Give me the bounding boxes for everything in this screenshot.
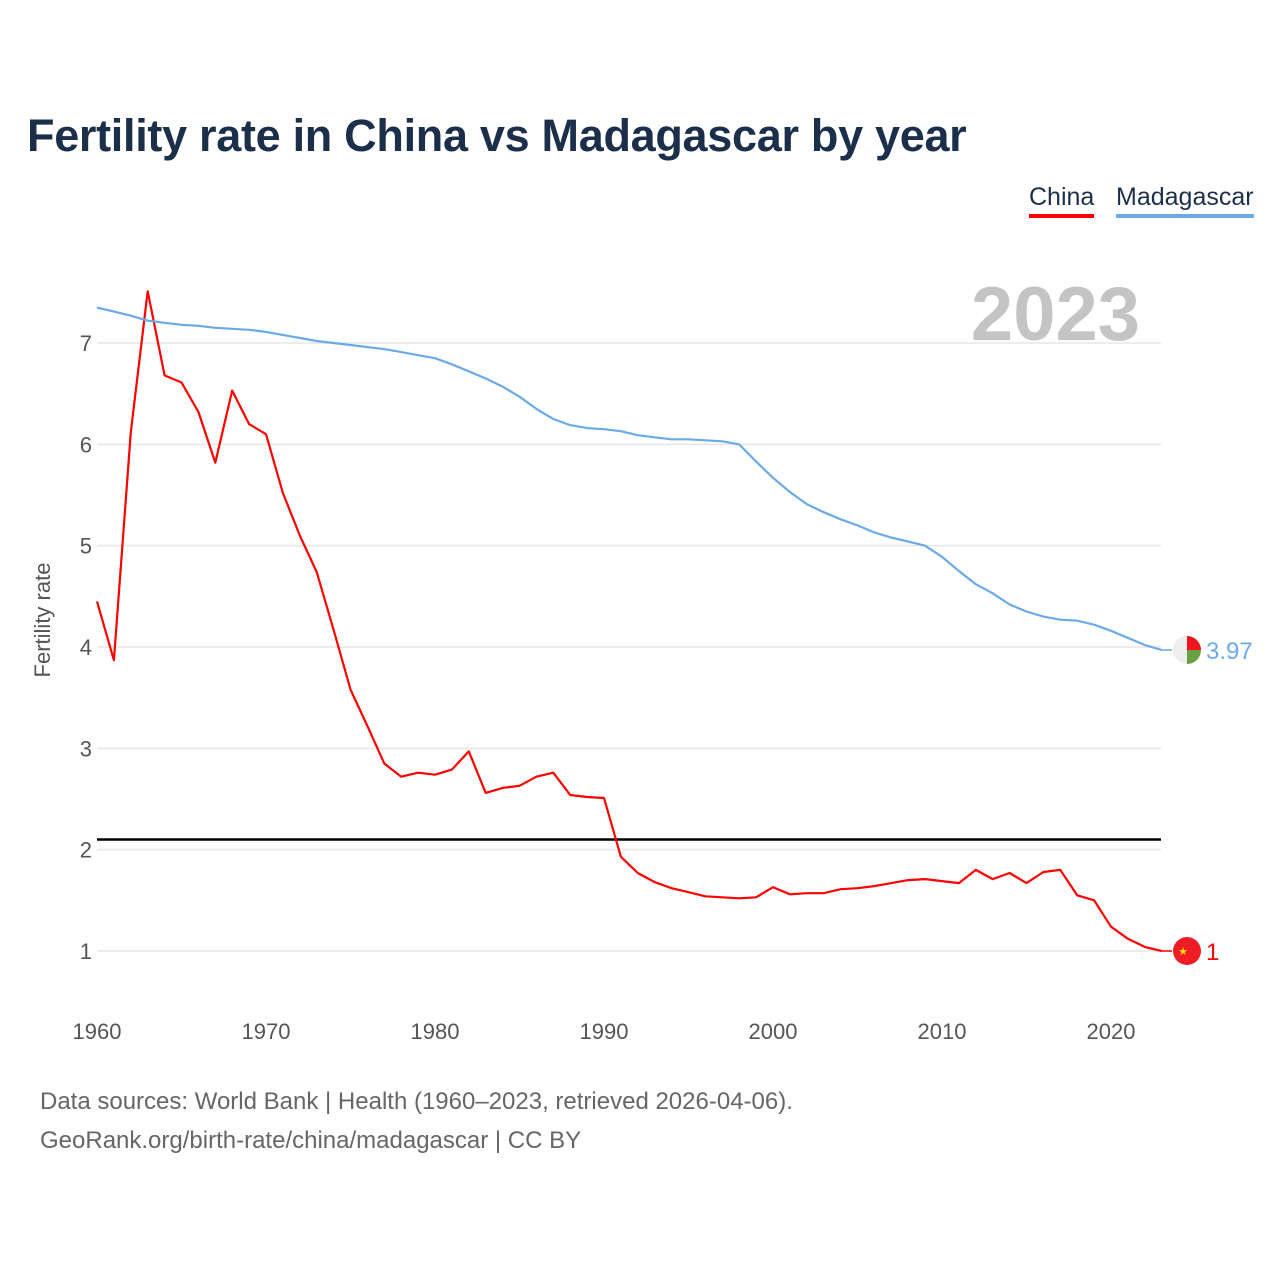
- china-flag-icon: [1173, 937, 1201, 965]
- year-watermark: 2023: [971, 272, 1140, 357]
- y-tick-label: 7: [80, 331, 92, 356]
- x-tick-label: 1980: [411, 1019, 460, 1044]
- flag-green-band: [1187, 650, 1201, 665]
- x-tick-label: 1970: [242, 1019, 291, 1044]
- x-tick-label: 2020: [1087, 1019, 1136, 1044]
- footer-sources: Data sources: World Bank | Health (1960–…: [40, 1088, 793, 1115]
- x-tick-label: 2010: [918, 1019, 967, 1044]
- flag-star-icon: ★: [1178, 946, 1188, 958]
- y-tick-label: 4: [80, 635, 92, 660]
- x-tick-label: 1990: [580, 1019, 629, 1044]
- end-value-label: 1: [1206, 939, 1219, 966]
- x-tick-label: 1960: [73, 1019, 122, 1044]
- legend-item-china[interactable]: China: [1029, 183, 1095, 218]
- y-tick-label: 1: [80, 939, 92, 964]
- legend-item-madagascar[interactable]: Madagascar: [1116, 183, 1254, 218]
- y-tick-label: 3: [80, 736, 92, 761]
- chart-title: Fertility rate in China vs Madagascar by…: [27, 110, 967, 161]
- y-tick-label: 2: [80, 838, 92, 863]
- y-tick-label: 5: [80, 534, 92, 559]
- end-value-label: 3.97: [1206, 638, 1253, 665]
- series-line-madagascar: [96, 306, 1163, 652]
- footer-link[interactable]: GeoRank.org/birth-rate/china/madagascar …: [40, 1127, 582, 1154]
- series-line-china: [95, 290, 1162, 953]
- flag-red-band: [1187, 636, 1201, 651]
- y-axis-label: Fertility rate: [30, 563, 55, 678]
- x-tick-label: 2000: [749, 1019, 798, 1044]
- y-tick-label: 6: [80, 432, 92, 457]
